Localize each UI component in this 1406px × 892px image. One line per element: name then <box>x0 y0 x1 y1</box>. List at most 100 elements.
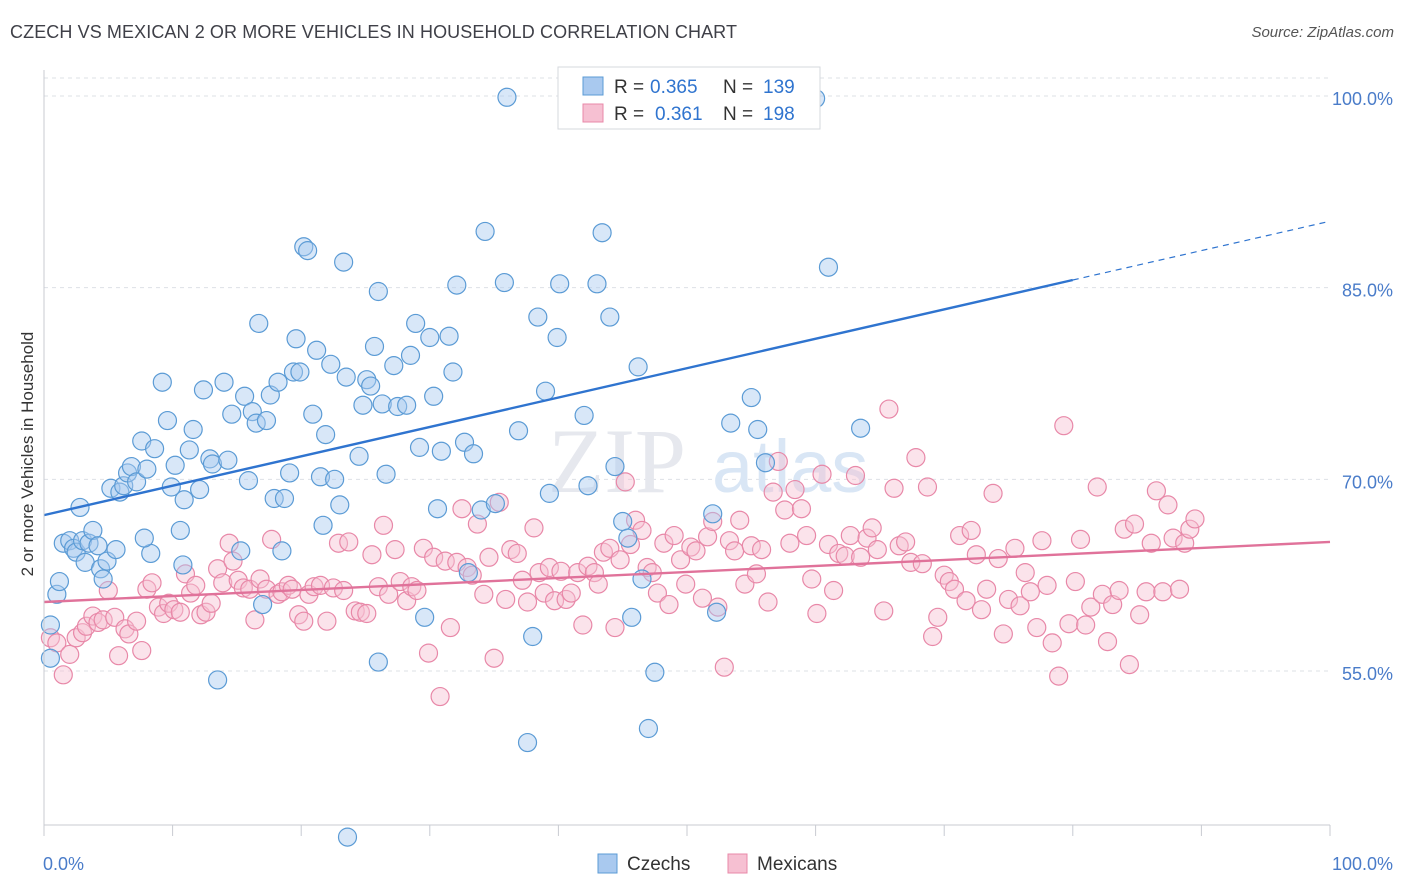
mexicans-point <box>664 525 684 546</box>
mexicans-point <box>1032 531 1052 551</box>
mexicans-point <box>1042 633 1062 653</box>
mexicans-point <box>474 584 494 604</box>
mexicans-point <box>1097 632 1118 652</box>
stats-czechs-r-value: 0.365 <box>650 77 698 98</box>
czechs-point <box>152 372 172 392</box>
czechs-point <box>431 441 451 461</box>
bottom-legend: Czechs Mexicans <box>597 853 837 875</box>
mexicans-point <box>851 547 871 567</box>
mexicans-point <box>479 547 499 567</box>
mexicans-point <box>824 580 844 601</box>
czechs-point <box>400 345 421 365</box>
czechs-point <box>376 464 396 484</box>
czechs-point <box>183 419 203 440</box>
mexicans-point <box>1059 614 1079 634</box>
mexicans-point <box>862 518 882 538</box>
stats-czechs-r-label: R = <box>614 77 644 98</box>
mexicans-point <box>1185 509 1205 529</box>
mexicans-point <box>692 588 713 608</box>
czechs-point <box>494 272 514 293</box>
czechs-point <box>420 327 440 348</box>
mexicans-point <box>944 579 965 599</box>
mexicans-point <box>1169 579 1190 599</box>
czechs-point <box>353 395 373 415</box>
mexicans-point <box>896 532 916 552</box>
czechs-point <box>235 386 255 406</box>
czechs-point <box>415 607 435 627</box>
czechs-point <box>600 307 620 327</box>
mexicans-point <box>440 617 460 638</box>
czechs-point <box>179 440 199 460</box>
mexicans-point <box>971 600 992 620</box>
mexicans-point <box>148 597 169 617</box>
czechs-point <box>114 476 134 496</box>
mexicans-point <box>807 603 827 624</box>
czechs-point <box>851 418 871 438</box>
mexicans-point <box>289 605 309 625</box>
mexicans-point <box>507 543 527 564</box>
czechs-point <box>126 472 147 492</box>
mexicans-point <box>670 550 691 570</box>
x-tick-label-min: 0.0% <box>43 854 84 874</box>
czechs-point <box>214 372 234 392</box>
czechs-point <box>368 652 388 672</box>
czechs-point <box>283 362 304 382</box>
mexicans-point <box>1087 477 1107 497</box>
czechs-point <box>349 446 369 466</box>
czechs-point <box>539 483 559 503</box>
mexicans-point <box>730 510 750 530</box>
mexicans-point <box>610 550 630 570</box>
czechs-point <box>427 499 448 519</box>
mexicans-point <box>724 541 745 561</box>
chart-title: CZECH VS MEXICAN 2 OR MORE VEHICLES IN H… <box>10 22 738 42</box>
mexicans-point <box>659 594 679 615</box>
mexicans-point <box>317 611 337 631</box>
mexicans-point <box>1103 594 1123 615</box>
watermark-zip: ZIP <box>548 410 686 512</box>
mexicans-point <box>1027 617 1047 638</box>
mexicans-point <box>966 545 986 565</box>
czechs-trend-extension <box>1072 220 1331 281</box>
mexicans-point <box>928 607 948 627</box>
mexicans-point <box>53 665 73 685</box>
legend-czechs-swatch <box>597 853 618 874</box>
mexicans-point <box>76 616 97 636</box>
mexicans-point <box>917 477 938 497</box>
mexicans-point <box>304 577 324 597</box>
mexicans-point <box>637 557 657 578</box>
mexicans-point <box>686 541 706 561</box>
czechs-point <box>298 241 318 261</box>
mexicans-point <box>219 533 239 553</box>
czechs-point <box>313 515 333 535</box>
czechs-point <box>364 336 385 357</box>
mexicans-point <box>1109 580 1129 601</box>
mexicans-trend-line <box>43 540 1331 604</box>
mexicans-point <box>1005 538 1025 558</box>
stats-mexicans-n-value: 198 <box>763 104 795 125</box>
czechs-point <box>190 479 210 500</box>
czechs-point <box>307 340 327 360</box>
y-tick-labels: 55.0% 70.0% 85.0% 100.0% <box>1332 89 1393 684</box>
czechs-point <box>443 362 463 382</box>
stats-mexicans-r-label: R = <box>614 104 644 125</box>
x-tick-labels: 0.0% 100.0% <box>43 854 1393 874</box>
mexicans-point <box>884 478 904 498</box>
czechs-point <box>471 500 491 520</box>
czechs-point <box>249 313 269 334</box>
czechs-point <box>485 494 505 514</box>
mexicans-point <box>1070 529 1091 549</box>
czechs-point <box>372 394 392 414</box>
czechs-point <box>173 555 193 575</box>
stats-mexicans-r-value: 0.361 <box>655 104 703 125</box>
mexicans-point <box>751 540 772 560</box>
czechs-point <box>303 404 323 424</box>
mexicans-point <box>1015 563 1035 583</box>
czechs-point <box>475 221 495 242</box>
czechs-point <box>330 495 350 515</box>
mexicans-point <box>186 575 206 595</box>
czechs-point <box>193 380 214 400</box>
mexicans-point <box>867 540 887 560</box>
mexicans-point <box>60 644 80 664</box>
mexicans-point <box>452 499 472 519</box>
